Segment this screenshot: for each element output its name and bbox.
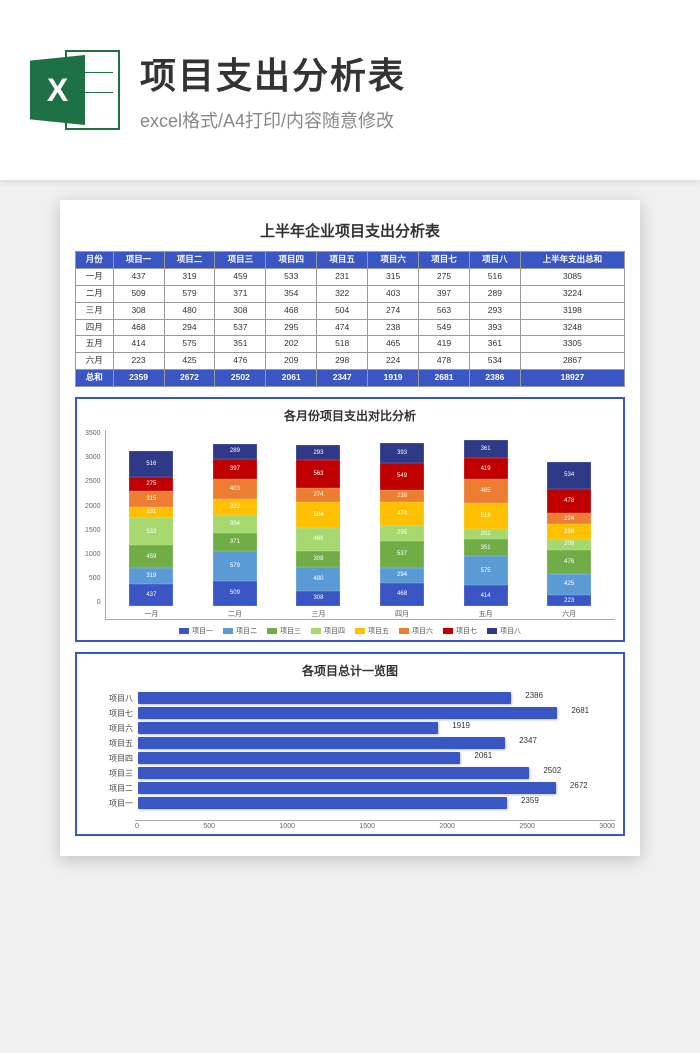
bar-segment: 315 bbox=[129, 491, 173, 507]
stacked-chart-title: 各月份项目支出对比分析 bbox=[85, 407, 615, 424]
bar-segment: 231 bbox=[129, 507, 173, 519]
table-header: 项目八 bbox=[469, 252, 520, 269]
bar-segment: 425 bbox=[547, 574, 591, 595]
hbar-row: 项目八2386 bbox=[93, 692, 607, 704]
hbar-chart: 各项目总计一览图 项目八2386 项目七2681 项目六1919 项目五2347 项目四… bbox=[75, 652, 625, 836]
hbar-row: 项目二2672 bbox=[93, 782, 607, 794]
bar-segment: 414 bbox=[464, 585, 508, 606]
document-page: 上半年企业项目支出分析表 月份项目一项目二项目三项目四项目五项目六项目七项目八上… bbox=[60, 200, 640, 856]
bar-segment: 393 bbox=[380, 443, 424, 463]
bar-segment: 322 bbox=[213, 499, 257, 515]
bar-segment: 209 bbox=[547, 539, 591, 550]
bar-segment: 293 bbox=[296, 445, 340, 460]
hbar-row: 项目七2681 bbox=[93, 707, 607, 719]
bar-segment: 294 bbox=[380, 568, 424, 583]
hero-banner: X 项目支出分析表 excel格式/A4打印/内容随意修改 bbox=[0, 0, 700, 180]
hbar-row: 项目六1919 bbox=[93, 722, 607, 734]
bar-segment: 354 bbox=[213, 515, 257, 533]
table-header: 项目四 bbox=[266, 252, 317, 269]
hero-title: 项目支出分析表 bbox=[140, 47, 670, 99]
bar-segment: 534 bbox=[547, 462, 591, 489]
bar-segment: 537 bbox=[380, 541, 424, 568]
table-header: 项目七 bbox=[419, 252, 470, 269]
table-row: 四月4682945372954742385493933248 bbox=[76, 319, 625, 336]
stacked-chart: 各月份项目支出对比分析 3500300025002000150010005000… bbox=[75, 397, 625, 642]
bar-segment: 295 bbox=[380, 526, 424, 541]
bar-segment: 223 bbox=[547, 595, 591, 606]
table-header: 项目二 bbox=[164, 252, 215, 269]
bar-segment: 476 bbox=[547, 550, 591, 574]
excel-icon: X bbox=[30, 45, 120, 135]
table-header: 项目一 bbox=[113, 252, 164, 269]
bar-segment: 459 bbox=[129, 545, 173, 568]
legend-item: 项目六 bbox=[399, 626, 433, 636]
table-header: 项目三 bbox=[215, 252, 266, 269]
stacked-legend: 项目一项目二项目三项目四项目五项目六项目七项目八 bbox=[85, 626, 615, 636]
bar-segment: 224 bbox=[547, 513, 591, 524]
table-header: 项目五 bbox=[317, 252, 368, 269]
table-header: 项目六 bbox=[368, 252, 419, 269]
table-row: 二月5095793713543224033972893224 bbox=[76, 285, 625, 302]
expense-table: 月份项目一项目二项目三项目四项目五项目六项目七项目八上半年支出总和 一月4373… bbox=[75, 251, 625, 387]
bar-segment: 563 bbox=[296, 460, 340, 488]
table-row: 六月2234254762092982244785342867 bbox=[76, 353, 625, 370]
bar-segment: 371 bbox=[213, 533, 257, 552]
legend-item: 项目五 bbox=[355, 626, 389, 636]
legend-item: 项目七 bbox=[443, 626, 477, 636]
stacked-bars: 437319459533231315275516一月50957937135432… bbox=[105, 430, 615, 620]
bar-segment: 319 bbox=[129, 568, 173, 584]
bar-segment: 474 bbox=[380, 502, 424, 526]
bar-segment: 437 bbox=[129, 584, 173, 606]
stacked-y-axis: 3500300025002000150010005000 bbox=[85, 430, 105, 620]
bar-segment: 397 bbox=[213, 459, 257, 479]
hbar-chart-title: 各项目总计一览图 bbox=[85, 662, 615, 679]
legend-item: 项目一 bbox=[179, 626, 213, 636]
bar-segment: 575 bbox=[464, 556, 508, 585]
bar-segment: 298 bbox=[547, 524, 591, 539]
table-row: 五月4145753512025184654193613305 bbox=[76, 336, 625, 353]
table-row: 一月4373194595332313152755163085 bbox=[76, 268, 625, 285]
bar-segment: 275 bbox=[129, 477, 173, 491]
bar-segment: 504 bbox=[296, 502, 340, 527]
hbar-x-axis: 050010001500200025003000 bbox=[135, 820, 615, 830]
bar-segment: 238 bbox=[380, 490, 424, 502]
bar-segment: 518 bbox=[464, 503, 508, 529]
legend-item: 项目八 bbox=[487, 626, 521, 636]
bar-segment: 274 bbox=[296, 488, 340, 502]
bar-segment: 308 bbox=[296, 591, 340, 606]
bar-segment: 516 bbox=[129, 451, 173, 477]
hbar-row: 项目四2061 bbox=[93, 752, 607, 764]
legend-item: 项目四 bbox=[311, 626, 345, 636]
table-total-row: 总和2359267225022061234719192681238618927 bbox=[76, 370, 625, 387]
bar-segment: 480 bbox=[296, 567, 340, 591]
bar-segment: 549 bbox=[380, 463, 424, 491]
document-title: 上半年企业项目支出分析表 bbox=[75, 220, 625, 241]
legend-item: 项目三 bbox=[267, 626, 301, 636]
bar-segment: 533 bbox=[129, 518, 173, 545]
table-row: 三月3084803084685042745632933198 bbox=[76, 302, 625, 319]
bar-segment: 478 bbox=[547, 489, 591, 513]
table-header: 月份 bbox=[76, 252, 114, 269]
hbar-row: 项目三2502 bbox=[93, 767, 607, 779]
bar-segment: 468 bbox=[296, 528, 340, 552]
bar-segment: 419 bbox=[464, 458, 508, 479]
table-header: 上半年支出总和 bbox=[520, 252, 624, 269]
hero-subtitle: excel格式/A4打印/内容随意修改 bbox=[140, 107, 670, 133]
bar-segment: 308 bbox=[296, 551, 340, 566]
bar-segment: 509 bbox=[213, 581, 257, 607]
bar-segment: 465 bbox=[464, 479, 508, 502]
hbar-row: 项目五2347 bbox=[93, 737, 607, 749]
bar-segment: 351 bbox=[464, 539, 508, 557]
hbar-bars: 项目八2386 项目七2681 项目六1919 项目五2347 项目四2061 项目三25… bbox=[85, 685, 615, 816]
hbar-row: 项目一2359 bbox=[93, 797, 607, 809]
legend-item: 项目二 bbox=[223, 626, 257, 636]
bar-segment: 202 bbox=[464, 529, 508, 539]
bar-segment: 579 bbox=[213, 551, 257, 580]
bar-segment: 361 bbox=[464, 440, 508, 458]
bar-segment: 403 bbox=[213, 479, 257, 499]
hero-text: 项目支出分析表 excel格式/A4打印/内容随意修改 bbox=[140, 47, 670, 133]
bar-segment: 289 bbox=[213, 444, 257, 459]
bar-segment: 468 bbox=[380, 583, 424, 607]
